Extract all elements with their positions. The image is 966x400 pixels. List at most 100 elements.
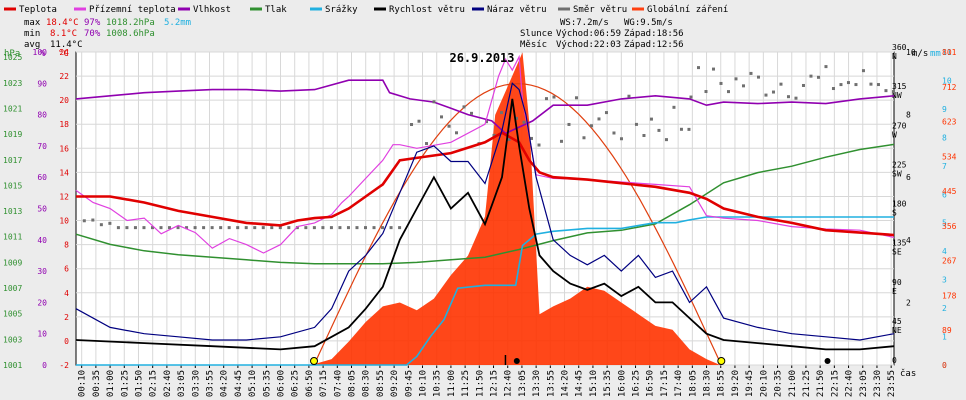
unit-time: čas — [900, 368, 916, 379]
sun-rise: Východ:06:59 — [556, 29, 621, 39]
axis-label-direction: 360 — [892, 43, 907, 52]
axis-label-axes_right-rain_mm: 7 — [942, 162, 947, 171]
x-tick-label: 11:00 — [447, 370, 457, 397]
wind-direction-point — [492, 133, 496, 137]
wind-direction-point — [891, 90, 895, 94]
axis-label-axes_right-wind_ms: 10 — [906, 48, 916, 57]
x-tick-label: 20:10 — [759, 370, 769, 397]
unit-ms: m/s — [912, 49, 928, 59]
stat-min-temp: 8.1°C — [50, 29, 77, 39]
axis-label-axes_right-rain_mm: 5 — [942, 219, 947, 228]
legend-label-5: Rychlost větru — [389, 5, 465, 15]
axis-label-axes_left-temperature_C: 6 — [64, 265, 69, 274]
wind-direction-point — [470, 111, 474, 115]
wind-direction-point — [664, 138, 668, 142]
legend-label-1: Přízemní teplota — [89, 5, 176, 15]
wind-direction-point — [567, 122, 571, 126]
axis-label-direction: 0 — [892, 356, 897, 365]
x-tick-label: 12:40 — [504, 370, 514, 397]
stat-max-hum: 97% — [84, 18, 101, 28]
axis-label-direction: 270 — [892, 121, 907, 130]
axis-label-axes_left-pressure_hPa: 1009 — [3, 258, 22, 267]
x-tick-label: 18:05 — [688, 370, 698, 397]
wind-direction-point — [726, 90, 730, 94]
axis-label-axes_right-rain_mm: 0 — [942, 361, 947, 370]
x-tick-label: 22:40 — [845, 370, 855, 397]
x-tick-label: 13:30 — [532, 370, 542, 397]
wind-direction-point — [278, 226, 282, 230]
wind-direction-point — [133, 226, 137, 230]
wind-direction-point — [809, 74, 813, 78]
wind-direction-point — [261, 226, 265, 230]
wind-direction-point — [455, 131, 459, 135]
series-temperature-line — [76, 131, 895, 237]
legend-label-2: Vlhkost — [193, 5, 231, 15]
axis-label-axes_left-humidity_pct: 90 — [37, 79, 47, 88]
stat-min-label: min — [24, 29, 40, 39]
axis-label-axes_left-humidity_pct: 70 — [37, 142, 47, 151]
axis-label-axes_left-humidity_pct: 20 — [37, 298, 47, 307]
x-tick-label: 00:35 — [92, 370, 102, 397]
axis-label-axes_left-temperature_C: 12 — [59, 192, 69, 201]
wind-direction-point — [764, 93, 768, 97]
wind-direction-point — [786, 95, 790, 99]
wind-direction-point — [219, 226, 223, 230]
wind-direction-point — [499, 111, 503, 115]
stat-min-press: 1008.6hPa — [106, 29, 155, 39]
series-ground-temp-line — [75, 54, 895, 254]
axis-label-axes_left-pressure_hPa: 1017 — [3, 156, 22, 165]
wind-direction-point — [321, 226, 325, 230]
wind-direction-point — [227, 226, 231, 230]
wind-direction-point — [210, 226, 214, 230]
wind-direction-point — [440, 115, 444, 119]
sun-label: Slunce — [520, 29, 553, 39]
x-tick-label: 23:55 — [887, 370, 897, 397]
moonset-marker — [513, 358, 520, 364]
wind-direction-point — [687, 127, 691, 131]
x-tick-label: 04:45 — [234, 370, 244, 397]
x-tick-label: 03:05 — [177, 370, 187, 397]
wind-wg: WG:9.5m/s — [624, 18, 673, 28]
axis-label-axes_left-humidity_pct: 30 — [37, 267, 47, 276]
axis-label-axes_left-temperature_C: -2 — [59, 361, 69, 370]
axis-label-axes_right-rain_mm: 2 — [942, 304, 947, 313]
wind-direction-point — [287, 226, 291, 230]
axis-label-direction-name: SE — [892, 248, 902, 257]
axis-label-axes_left-humidity_pct: 50 — [37, 205, 47, 214]
wind-direction-point — [364, 226, 368, 230]
wind-direction-point — [771, 90, 775, 94]
wind-direction-point — [679, 127, 683, 131]
axis-label-axes_right-radiation_Wm2: 801 — [942, 48, 957, 57]
axis-label-axes_left-pressure_hPa: 1021 — [3, 104, 22, 113]
stat-avg-temp: 11.4°C — [50, 40, 83, 50]
wind-direction-point — [329, 226, 333, 230]
axis-label-direction: 90 — [892, 278, 902, 287]
wind-direction-point — [801, 83, 805, 87]
chart-date-title: 26.9.2013 — [449, 51, 514, 65]
axis-label-axes_right-rain_mm: 8 — [942, 133, 947, 142]
x-tick-label: 02:15 — [149, 370, 159, 397]
axis-label-axes_left-pressure_hPa: 1025 — [3, 53, 22, 62]
wind-direction-point — [552, 95, 556, 99]
axis-label-direction-name: NE — [892, 326, 902, 335]
axis-label-axes_left-humidity_pct: 80 — [37, 111, 47, 120]
wind-direction-point — [522, 120, 526, 124]
legend-label-4: Srážky — [325, 5, 358, 15]
x-tick-label: 06:00 — [277, 370, 287, 397]
wind-direction-point — [270, 226, 274, 230]
wind-direction-point — [304, 226, 308, 230]
x-tick-label: 16:00 — [617, 370, 627, 397]
wind-direction-point — [185, 226, 189, 230]
axis-label-direction: 225 — [892, 160, 907, 169]
x-tick-label: 18:30 — [703, 370, 713, 397]
axis-label-direction-name: W — [892, 130, 897, 139]
x-tick-label: 13:05 — [518, 370, 528, 397]
series-rain-line — [76, 216, 894, 366]
x-tick-label: 23:30 — [873, 370, 883, 397]
axis-label-axes_left-pressure_hPa: 1005 — [3, 310, 22, 319]
axis-label-direction-name: N — [892, 52, 897, 61]
wind-direction-point — [253, 226, 257, 230]
wind-direction-point — [876, 83, 880, 87]
axis-label-axes_right-radiation_Wm2: 712 — [942, 83, 957, 92]
axis-label-axes_left-temperature_C: 18 — [59, 120, 69, 129]
